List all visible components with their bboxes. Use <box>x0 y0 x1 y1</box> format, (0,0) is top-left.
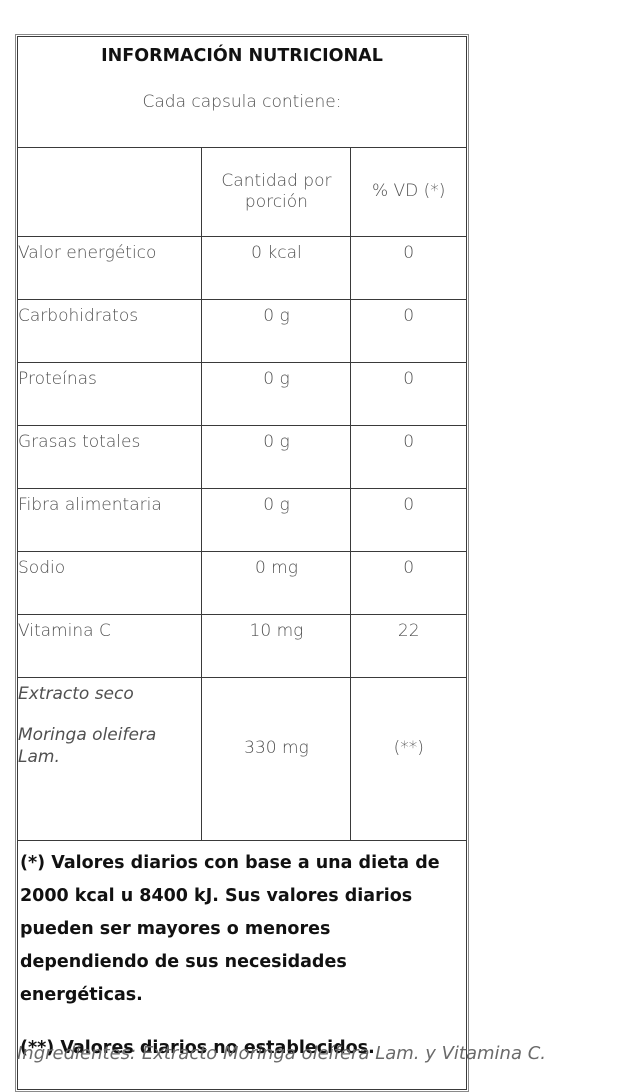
table-title: INFORMACIÓN NUTRICIONAL <box>101 46 383 66</box>
notes-row: (*) Valores diarios con base a una dieta… <box>17 840 467 1090</box>
table-row: Fibra alimentaria 0 g 0 <box>16 488 467 552</box>
extract-label-line1: Extracto seco <box>18 684 134 704</box>
nutrient-vd: 0 <box>350 425 467 489</box>
nutrient-amount: 0 mg <box>201 551 352 615</box>
column-header-row: Cantidad por porción % VD (*) <box>16 147 467 237</box>
nutrient-vd: 0 <box>350 299 467 363</box>
nutrient-vd: 0 <box>350 362 467 426</box>
nutrient-vd: 22 <box>350 614 467 678</box>
table-row: Valor energético 0 kcal 0 <box>16 236 467 300</box>
nutrient-vd: 0 <box>350 236 467 300</box>
column-header-vd: % VD (*) <box>350 147 467 237</box>
footnote-not-established: (**) Valores diarios no establecidos. <box>20 1038 375 1058</box>
nutrient-amount: 0 kcal <box>201 236 352 300</box>
nutrient-label: Sodio <box>16 551 203 615</box>
footnote-daily-values: (*) Valores diarios con base a una dieta… <box>20 853 440 1005</box>
nutrient-label: Fibra alimentaria <box>16 488 203 552</box>
nutrient-amount: 10 mg <box>201 614 352 678</box>
extract-row: Extracto seco Moringa oleifera Lam. 330 … <box>16 677 467 841</box>
table-subtitle: Cada capsula contiene: <box>142 91 342 112</box>
table-row: Vitamina C 10 mg 22 <box>16 614 467 678</box>
nutrient-vd: 0 <box>350 551 467 615</box>
nutrient-label: Valor energético <box>16 236 203 300</box>
nutrient-amount: 0 g <box>201 299 352 363</box>
table-row: Proteínas 0 g 0 <box>16 362 467 426</box>
table-row: Grasas totales 0 g 0 <box>16 425 467 489</box>
table-header-row: INFORMACIÓN NUTRICIONAL Cada capsula con… <box>17 36 467 148</box>
notes-cell: (*) Valores diarios con base a una dieta… <box>17 840 467 1090</box>
nutrient-vd: 0 <box>350 488 467 552</box>
nutrient-amount: 0 g <box>201 425 352 489</box>
table-title-cell: INFORMACIÓN NUTRICIONAL Cada capsula con… <box>17 36 467 148</box>
nutrient-label: Grasas totales <box>16 425 203 489</box>
extract-label-line2: Moringa oleifera Lam. <box>18 725 157 767</box>
ingredients-text: Ingredientes: Extracto Moringa oleífera … <box>17 1043 547 1064</box>
nutrient-label: Vitamina C <box>16 614 203 678</box>
column-header-amount: Cantidad por porción <box>201 147 352 237</box>
nutrition-facts-table: INFORMACIÓN NUTRICIONAL Cada capsula con… <box>15 34 469 1092</box>
column-header-nutrient <box>16 147 203 237</box>
nutrient-label: Carbohidratos <box>16 299 203 363</box>
table-row: Carbohidratos 0 g 0 <box>16 299 467 363</box>
extract-vd: (**) <box>350 677 467 841</box>
nutrient-label: Proteínas <box>16 362 203 426</box>
nutrient-amount: 0 g <box>201 488 352 552</box>
nutrient-amount: 0 g <box>201 362 352 426</box>
table-row: Sodio 0 mg 0 <box>16 551 467 615</box>
extract-amount: 330 mg <box>201 677 352 841</box>
extract-label-cell: Extracto seco Moringa oleifera Lam. <box>16 677 203 841</box>
